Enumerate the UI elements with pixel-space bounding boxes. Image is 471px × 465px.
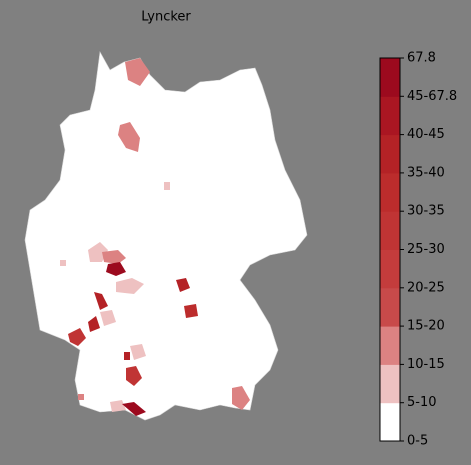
district-region [116, 278, 144, 294]
district-region [130, 344, 146, 360]
colorbar-tick-label: 45-67.8 [407, 89, 457, 104]
district-region [110, 400, 126, 412]
colorbar-tick-label: 5-10 [407, 395, 437, 410]
colorbar-band [380, 326, 400, 365]
colorbar-tick-label: 40-45 [407, 127, 445, 142]
district-region [60, 260, 66, 266]
district-region [125, 58, 150, 86]
colorbar: 0-5 5-10 10-15 15-20 20-25 25-30 30-35 35-40 40-… [379, 51, 457, 449]
district-region [126, 366, 142, 386]
colorbar-tick-label: 30-35 [407, 204, 445, 219]
colorbar-band [380, 96, 400, 136]
district-region [122, 402, 146, 416]
colorbar-tick-label: 25-30 [407, 242, 445, 257]
colorbar-tick-label: 15-20 [407, 319, 445, 334]
district-region [68, 328, 86, 346]
district-region [118, 122, 140, 152]
colorbar-band [380, 58, 400, 97]
district-region [232, 386, 250, 410]
colorbar-band [380, 134, 400, 174]
district-region [164, 182, 170, 190]
district-region [100, 310, 116, 326]
colorbar-tick-label: 0-5 [407, 434, 428, 449]
colorbar-band [380, 172, 400, 212]
colorbar-tick-label: 67.8 [407, 51, 436, 66]
germany-map [24, 51, 308, 421]
colorbar-band [380, 249, 400, 289]
district-region [184, 304, 198, 318]
district-region [106, 262, 126, 276]
colorbar-band [380, 402, 400, 442]
district-region [78, 394, 84, 400]
colorbar-tick-label: 10-15 [407, 357, 445, 372]
colorbar-band [380, 287, 400, 327]
colorbar-tick-label: 20-25 [407, 280, 445, 295]
district-region [94, 292, 108, 310]
district-region [176, 278, 190, 292]
colorbar-band [380, 211, 400, 250]
district-region [88, 316, 100, 332]
colorbar-band [380, 364, 400, 404]
district-region [102, 250, 126, 264]
district-region [124, 352, 130, 360]
colorbar-tick-label: 35-40 [407, 165, 445, 180]
map-title: Lyncker [141, 10, 191, 25]
